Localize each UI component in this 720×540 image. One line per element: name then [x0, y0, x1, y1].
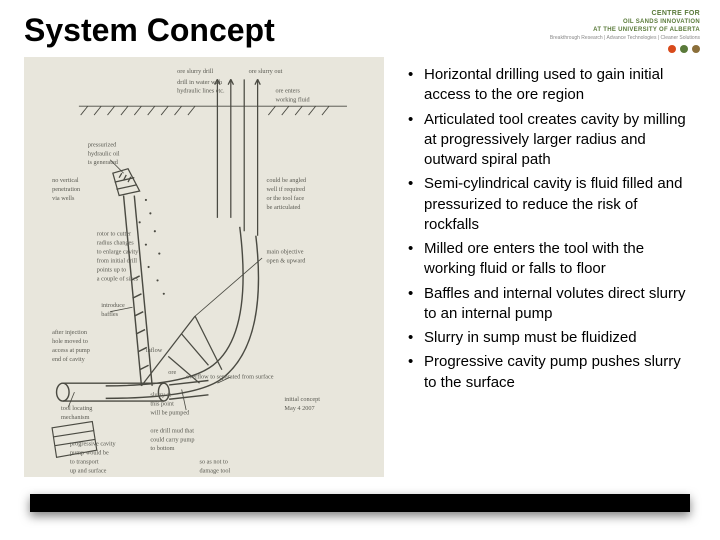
sketch-annotation: working fluid — [275, 97, 310, 104]
sketch-annotation: no vertical — [52, 177, 79, 184]
sketch-annotation: ore enters — [275, 88, 300, 95]
bullet-item: Horizontal drilling used to gain initial… — [400, 65, 696, 106]
sketch-annotation: ore drill mud that — [150, 427, 194, 434]
sketch-annotation: end of cavity — [52, 356, 86, 363]
sketch-annotation: mechanism — [61, 414, 90, 421]
sketch-annotation: inflow — [146, 347, 163, 354]
sketch-annotation: so as not to — [200, 459, 228, 466]
sketch-annotation: after injection — [52, 329, 88, 336]
sketch-annotation: is generated — [88, 159, 119, 166]
sketch-annotation: ore slurry out — [249, 68, 283, 75]
logo-icons — [668, 45, 700, 53]
sketch-annotation: be articulated — [267, 204, 302, 211]
logo-line1: CENTRE FOR — [652, 10, 701, 17]
slide-shadow-bar — [30, 494, 690, 512]
sketch-annotation: overflow to separated from surface — [186, 374, 274, 381]
logo-area: CENTRE FOR OIL SANDS INNOVATION AT THE U… — [540, 10, 700, 60]
sketch-annotation: hole moved to — [52, 338, 88, 345]
sketch-annotation: or the tool face — [267, 195, 305, 202]
logo-line3: AT THE UNIVERSITY OF ALBERTA — [593, 27, 700, 33]
sketch-annotation: tool locating — [61, 405, 92, 412]
logo-dot-2 — [680, 45, 688, 53]
sketch-annotation: slurry at — [150, 392, 171, 399]
sketch-annotation: access at pump — [52, 347, 90, 354]
sketch-annotation: via wells — [52, 195, 75, 202]
bullet-item: Baffles and internal volutes direct slur… — [400, 284, 696, 325]
bullet-item: Articulated tool creates cavity by milli… — [400, 110, 696, 171]
sketch-annotation: May 4 2007 — [284, 405, 314, 412]
sketch-annotation: hydraulic lines etc. — [177, 88, 225, 95]
sketch-annotation: open & upward — [267, 258, 307, 265]
sketch-annotation: to transport — [70, 459, 99, 466]
bullet-list: Horizontal drilling used to gain initial… — [400, 57, 696, 513]
sketch-annotation: from initial drill — [97, 258, 138, 265]
sketch-annotation: well if required — [267, 186, 306, 193]
sketch-annotation: hydraulic oil — [88, 150, 120, 157]
sketch-annotation: baffles — [101, 311, 118, 318]
sketch-annotation: main objective — [267, 249, 304, 256]
sketch-annotation: ore slurry drill — [177, 68, 213, 75]
sketch-annotation: points up to — [97, 266, 127, 273]
sketch-svg: ore slurry drill ore slurry out drill in w… — [24, 57, 384, 477]
sketch-annotation: up and surface — [70, 468, 107, 475]
sketch-annotation: to enlarge cavity — [97, 249, 139, 256]
concept-sketch: ore slurry drill ore slurry out drill in w… — [24, 57, 384, 477]
logo-dot-1 — [668, 45, 676, 53]
sketch-annotation: pump would be — [70, 450, 109, 457]
sketch-annotation: progressive cavity — [70, 441, 117, 448]
content-area: ore slurry drill ore slurry out drill in w… — [24, 57, 696, 513]
sketch-annotation: initial concept — [284, 396, 320, 403]
bullet-item: Milled ore enters the tool with the work… — [400, 239, 696, 280]
sketch-annotation: could be angled — [267, 177, 307, 184]
logo-line2: OIL SANDS INNOVATION — [623, 19, 700, 25]
sketch-annotation: damage tool — [200, 468, 231, 475]
sketch-annotation: will be pumped — [150, 409, 190, 416]
sketch-annotation: to bottom — [150, 445, 174, 452]
sketch-annotation: introduce — [101, 302, 125, 309]
logo-tagline: Breakthrough Research | Advance Technolo… — [550, 35, 700, 41]
sketch-annotation: a couple of sizes — [97, 275, 139, 282]
sketch-annotation: radius changes — [97, 240, 135, 247]
logo-dot-3 — [692, 45, 700, 53]
sketch-annotation: could carry pump — [150, 436, 194, 443]
bullet-item: Slurry in sump must be fluidized — [400, 328, 696, 348]
sketch-annotation: pressurized — [88, 141, 117, 148]
sketch-annotation: ore — [168, 369, 176, 376]
sketch-annotation: penetration — [52, 186, 81, 193]
sketch-annotation: this point — [150, 401, 174, 408]
sketch-annotation: rotor to cutter — [97, 231, 132, 238]
sketch-annotation: drill in water with — [177, 79, 223, 86]
bullet-item: Semi-cylindrical cavity is fluid filled … — [400, 174, 696, 235]
bullet-item: Progressive cavity pump pushes slurry to… — [400, 352, 696, 393]
